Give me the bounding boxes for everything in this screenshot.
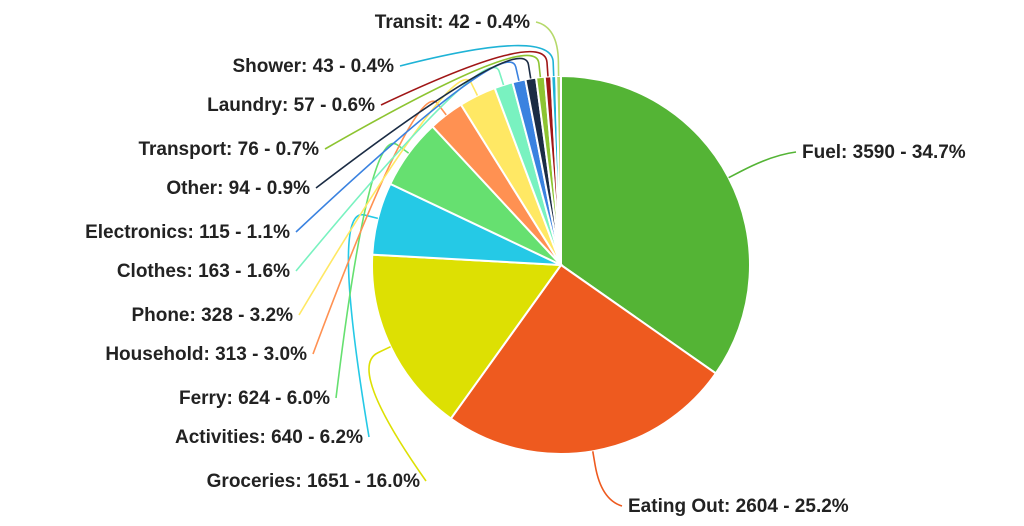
slice-label-activities: Activities: 640 - 6.2% — [175, 427, 363, 448]
slice-label-groceries: Groceries: 1651 - 16.0% — [207, 471, 420, 492]
leader-line-transit — [535, 21, 560, 77]
slice-label-fuel: Fuel: 3590 - 34.7% — [802, 142, 966, 163]
slice-label-other: Other: 94 - 0.9% — [166, 178, 310, 199]
leader-line-electronics — [295, 61, 520, 233]
leader-line-other — [315, 57, 532, 189]
leader-line-phone — [298, 78, 479, 316]
leader-line-fuel — [728, 151, 797, 179]
pie-slice-groceries — [371, 253, 563, 420]
pie-slices — [371, 74, 751, 455]
slice-label-phone: Phone: 328 - 3.2% — [131, 305, 293, 326]
slice-label-ferry: Ferry: 624 - 6.0% — [179, 388, 330, 409]
leader-line-groceries — [368, 345, 427, 482]
leader-line-clothes — [295, 66, 505, 272]
leader-lines — [295, 21, 797, 507]
leader-line-laundry — [380, 50, 549, 106]
slice-label-transport: Transport: 76 - 0.7% — [138, 139, 319, 160]
slice-label-laundry: Laundry: 57 - 0.6% — [207, 95, 375, 116]
slice-label-shower: Shower: 43 - 0.4% — [232, 56, 394, 77]
leader-line-transport — [324, 54, 542, 150]
slice-label-household: Household: 313 - 3.0% — [105, 344, 307, 365]
slice-labels: Fuel: 3590 - 34.7% Eating Out: 2604 - 25.… — [85, 12, 966, 517]
leader-line-household — [312, 100, 447, 355]
leader-line-eating-out — [591, 451, 623, 507]
slice-label-transit: Transit: 42 - 0.4% — [375, 12, 530, 33]
leader-line-shower — [399, 44, 555, 77]
slice-label-eating-out: Eating Out: 2604 - 25.2% — [628, 496, 849, 517]
slice-label-electronics: Electronics: 115 - 1.1% — [85, 222, 290, 243]
pie-slice-eating-out — [449, 263, 718, 455]
slice-label-clothes: Clothes: 163 - 1.6% — [117, 261, 290, 282]
